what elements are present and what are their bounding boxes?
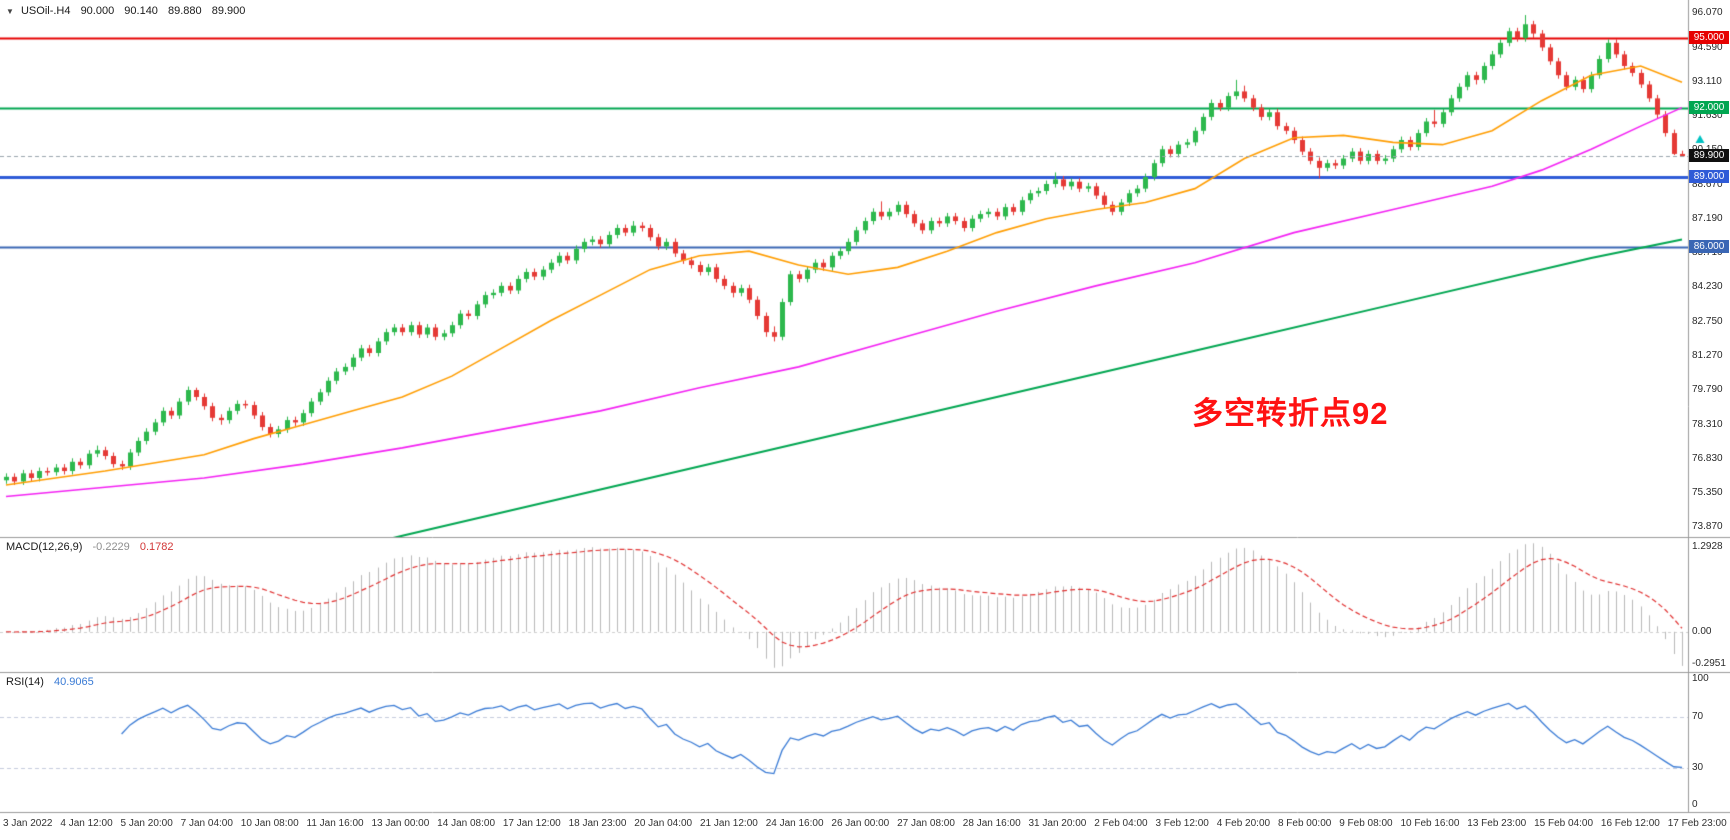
current-price-badge: 89.900: [1689, 149, 1729, 163]
ohlc-open: 90.000: [80, 5, 115, 17]
macd-axis-label: 1.2928: [1692, 541, 1723, 552]
price-axis-label: 79.790: [1692, 384, 1723, 396]
price-axis-label: 96.070: [1692, 7, 1723, 19]
x-axis-date-label: 27 Jan 08:00: [897, 818, 955, 829]
price-axis-label: 91.630: [1692, 110, 1723, 122]
price-axis-label: 75.350: [1692, 487, 1723, 499]
x-axis-date-label: 13 Jan 00:00: [371, 818, 430, 829]
price-axis-label: 93.110: [1692, 75, 1722, 87]
chart-title: ▼ USOil-.H4 90.000 90.140 89.880 89.900: [6, 5, 245, 17]
rsi-axis-label: 70: [1692, 711, 1704, 723]
price-axis-label: 82.750: [1692, 315, 1723, 327]
symbol-dropdown-icon[interactable]: ▼: [6, 7, 14, 16]
x-axis-date-label: 3 Feb 12:00: [1155, 818, 1209, 829]
price-axis-label: 94.590: [1692, 41, 1723, 53]
rsi-value: 40.9065: [53, 676, 94, 688]
ohlc-high: 90.140: [124, 5, 158, 17]
x-axis-date-label: 9 Feb 08:00: [1339, 818, 1393, 829]
x-axis-date-label: 26 Jan 00:00: [831, 818, 890, 829]
x-axis-date-label: 11 Jan 16:00: [306, 818, 364, 829]
macd-name: MACD(12,26,9): [6, 541, 83, 553]
rsi-axis-label: 30: [1692, 761, 1704, 773]
macd-signal-value: 0.1782: [139, 541, 174, 553]
price-axis-label: 85.710: [1692, 247, 1723, 259]
price-line-badge-95.000: 95.000: [1689, 31, 1729, 45]
x-axis-date-label: 17 Feb 23:00: [1667, 818, 1727, 829]
rsi-axis-label: 100: [1692, 673, 1709, 685]
x-axis-date-label: 8 Feb 00:00: [1277, 818, 1332, 829]
x-axis-date-label: 18 Jan 23:00: [568, 818, 627, 829]
macd-indicator-label: MACD(12,26,9) -0.2229 0.1782: [6, 541, 174, 553]
macd-axis-label: 0.00: [1692, 625, 1712, 637]
price-axis-label: 73.870: [1692, 521, 1723, 533]
price-line-badge-86.000: 86.000: [1689, 239, 1729, 253]
x-axis-date-label: 21 Jan 12:00: [699, 818, 758, 829]
price-axis-label: 88.670: [1692, 178, 1723, 190]
rsi-indicator-label: RSI(14) 40.9065: [6, 676, 94, 688]
x-axis-date-label: 4 Jan 12:00: [60, 818, 113, 829]
symbol-label: USOil-.H4: [20, 5, 71, 17]
price-axis-label: 81.270: [1692, 349, 1723, 361]
macd-axis-label: -0.2951: [1692, 658, 1726, 669]
x-axis-date-label: 14 Jan 08:00: [437, 818, 495, 829]
x-axis-date-label: 10 Jan 08:00: [240, 818, 299, 829]
x-axis-date-label: 16 Feb 12:00: [1600, 818, 1660, 829]
x-axis-date-label: 2 Feb 04:00: [1094, 818, 1148, 829]
ohlc-close: 89.900: [211, 5, 246, 17]
x-axis-date-label: 20 Jan 04:00: [634, 818, 693, 829]
price-axis-label: 87.190: [1692, 212, 1723, 224]
annotation-text: 多空转折点92: [1192, 396, 1389, 431]
price-axis-label: 78.310: [1692, 418, 1723, 430]
x-axis-date-label: 24 Jan 16:00: [765, 818, 824, 829]
price-line-badge-89.000: 89.000: [1689, 170, 1729, 184]
x-axis-date-label: 4 Feb 20:00: [1216, 818, 1271, 829]
price-axis-label: 76.830: [1692, 452, 1723, 464]
x-axis-date-label: 7 Jan 04:00: [180, 818, 233, 829]
rsi-name: RSI(14): [6, 676, 44, 688]
price-axis-label: 84.230: [1692, 281, 1723, 293]
ohlc-low: 89.880: [168, 5, 202, 17]
x-axis-date-label: 10 Feb 16:00: [1400, 818, 1460, 829]
x-axis-date-label: 15 Feb 04:00: [1534, 818, 1594, 829]
x-axis-date-label: 13 Feb 23:00: [1467, 818, 1527, 829]
x-axis-date-label: 5 Jan 20:00: [120, 818, 173, 829]
macd-value: -0.2229: [92, 541, 130, 553]
x-axis-date-label: 17 Jan 12:00: [502, 818, 561, 829]
price-line-badge-92.000: 92.000: [1689, 100, 1729, 114]
x-axis: 3 Jan 2022 4 Jan 12:00 5 Jan 20:00 7 Jan 04…: [0, 818, 1730, 829]
x-axis-date-label: 28 Jan 16:00: [962, 818, 1021, 829]
x-axis-date-label: 3 Jan 2022: [3, 818, 53, 829]
x-axis-date-label: 31 Jan 20:00: [1028, 818, 1087, 829]
rsi-axis-label: 0: [1692, 798, 1698, 810]
